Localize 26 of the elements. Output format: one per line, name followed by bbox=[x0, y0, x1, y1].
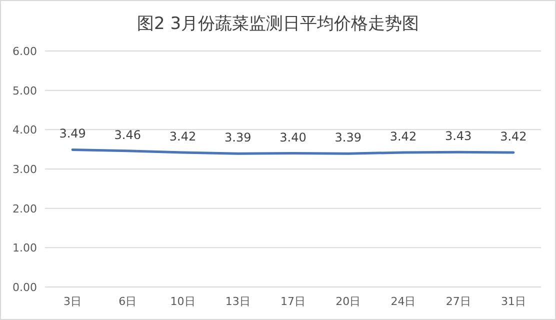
x-tick-label: 27日 bbox=[446, 295, 471, 308]
x-tick-label: 17日 bbox=[280, 295, 306, 308]
y-tick-label: 0.00 bbox=[12, 281, 37, 294]
y-tick-label: 3.00 bbox=[12, 163, 37, 176]
x-tick-label: 20日 bbox=[336, 295, 361, 308]
x-tick-label: 6日 bbox=[118, 295, 137, 308]
y-tick-label: 1.00 bbox=[12, 242, 37, 255]
x-tick-label: 31日 bbox=[500, 295, 526, 308]
x-tick-label: 13日 bbox=[225, 295, 250, 308]
y-tick-label: 5.00 bbox=[12, 84, 37, 98]
data-label: 3.40 bbox=[280, 130, 306, 144]
y-tick-label: 2.00 bbox=[12, 202, 37, 216]
x-tick-label: 24日 bbox=[390, 295, 416, 308]
y-tick-label: 4.00 bbox=[12, 124, 37, 137]
data-label: 3.39 bbox=[224, 130, 252, 145]
y-tick-label: 6.00 bbox=[12, 45, 37, 58]
x-tick-label: 3日 bbox=[64, 295, 82, 308]
data-label: 3.43 bbox=[444, 129, 472, 144]
data-label: 3.46 bbox=[114, 128, 142, 142]
data-label: 3.42 bbox=[500, 129, 527, 144]
x-tick-label: 10日 bbox=[170, 295, 196, 308]
chart-title: 图2 3月份蔬菜监测日平均价格走势图 bbox=[136, 14, 420, 34]
data-label: 3.42 bbox=[390, 129, 417, 144]
data-label: 3.42 bbox=[169, 129, 196, 144]
data-label: 3.39 bbox=[334, 130, 362, 145]
data-label: 3.49 bbox=[59, 126, 86, 141]
